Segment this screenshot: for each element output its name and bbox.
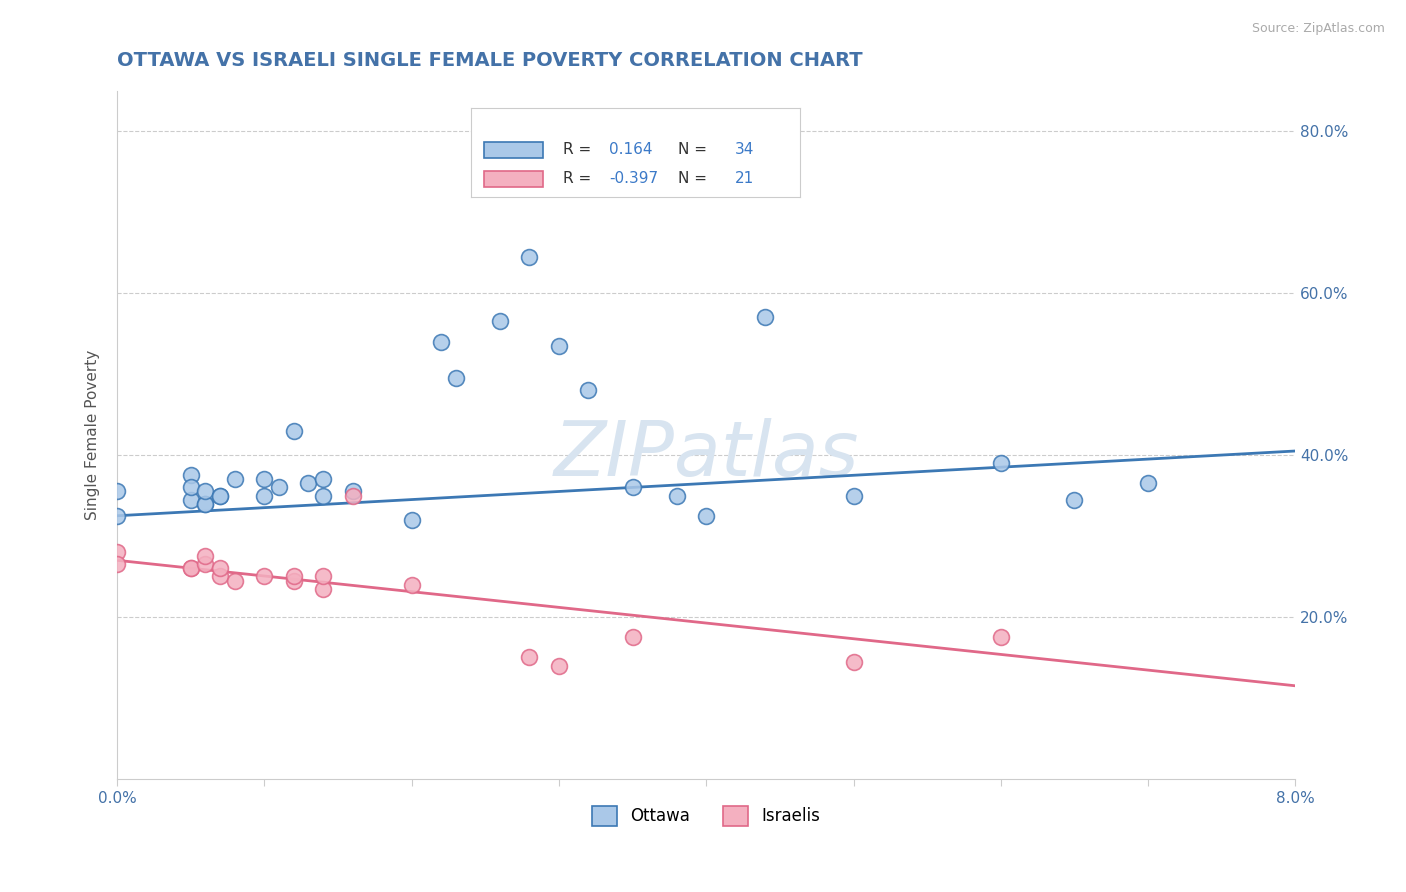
Point — [105, 545, 128, 559]
Point — [209, 561, 232, 575]
Point — [1063, 492, 1085, 507]
Point — [312, 582, 335, 596]
Point — [297, 476, 319, 491]
Point — [621, 630, 644, 644]
Point — [253, 569, 276, 583]
Point — [105, 484, 128, 499]
Point — [430, 334, 453, 349]
Point — [1137, 476, 1160, 491]
Point — [180, 492, 202, 507]
Point — [754, 310, 776, 325]
Legend: Ottawa, Israelis: Ottawa, Israelis — [585, 799, 827, 832]
Point — [665, 489, 688, 503]
Point — [194, 484, 217, 499]
Point — [209, 569, 232, 583]
Point — [312, 489, 335, 503]
Point — [401, 513, 423, 527]
Point — [283, 574, 305, 588]
Point — [194, 549, 217, 564]
Point — [283, 424, 305, 438]
Point — [990, 456, 1012, 470]
Point — [519, 250, 541, 264]
Point — [105, 508, 128, 523]
Point — [342, 489, 364, 503]
Point — [489, 314, 512, 328]
Point — [180, 561, 202, 575]
Point — [105, 558, 128, 572]
Point — [267, 480, 290, 494]
Point — [180, 468, 202, 483]
Text: OTTAWA VS ISRAELI SINGLE FEMALE POVERTY CORRELATION CHART: OTTAWA VS ISRAELI SINGLE FEMALE POVERTY … — [117, 51, 863, 70]
Point — [180, 480, 202, 494]
Point — [444, 371, 467, 385]
Text: Source: ZipAtlas.com: Source: ZipAtlas.com — [1251, 22, 1385, 36]
Point — [312, 472, 335, 486]
Point — [990, 630, 1012, 644]
Point — [401, 577, 423, 591]
Y-axis label: Single Female Poverty: Single Female Poverty — [86, 350, 100, 520]
Point — [224, 472, 246, 486]
Point — [576, 384, 599, 398]
Point — [548, 339, 571, 353]
Point — [194, 497, 217, 511]
Point — [312, 569, 335, 583]
Point — [180, 561, 202, 575]
Point — [283, 569, 305, 583]
Point — [253, 489, 276, 503]
Point — [209, 489, 232, 503]
Point — [224, 574, 246, 588]
Point — [621, 480, 644, 494]
Point — [209, 489, 232, 503]
Point — [842, 489, 865, 503]
Point — [695, 508, 717, 523]
Point — [194, 497, 217, 511]
Point — [842, 655, 865, 669]
Point — [253, 472, 276, 486]
Point — [194, 558, 217, 572]
Text: ZIPatlas: ZIPatlas — [554, 418, 859, 492]
Point — [519, 650, 541, 665]
Point — [342, 484, 364, 499]
Point — [548, 658, 571, 673]
